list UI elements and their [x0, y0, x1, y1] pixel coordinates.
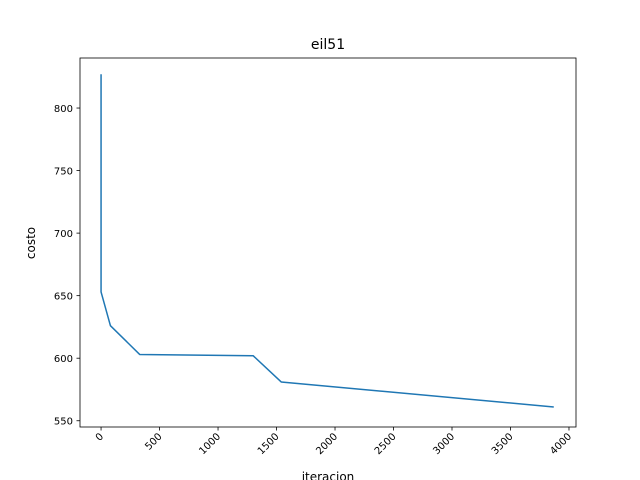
y-tick-label: 600: [54, 354, 73, 365]
y-axis: 550 600 650 700 750 800: [54, 104, 80, 428]
x-axis-label: iteracion: [302, 470, 355, 480]
x-tick-label: 2500: [373, 431, 399, 457]
x-tick-label: 3500: [490, 431, 516, 457]
x-tick-label: 2000: [314, 431, 340, 457]
y-tick-label: 750: [54, 167, 73, 178]
x-tick-label: 1000: [197, 431, 223, 457]
x-tick-label: 4000: [548, 431, 574, 457]
plot-frame: [79, 57, 577, 428]
x-axis: 0 500 1000 1500 2000 2500 3000 3500 4000: [94, 427, 574, 457]
x-tick-label: 0: [94, 431, 106, 443]
y-tick-label: 550: [54, 417, 73, 428]
x-tick-label: 1500: [256, 431, 282, 457]
plot-area: [100, 74, 554, 408]
chart-title: eil51: [311, 37, 345, 53]
y-tick-label: 700: [54, 229, 73, 240]
y-tick-label: 650: [54, 292, 73, 303]
y-tick-label: 800: [54, 104, 73, 115]
x-tick-label: 3000: [431, 431, 457, 457]
y-axis-label: costo: [24, 227, 38, 259]
x-tick-label: 500: [143, 431, 164, 452]
series-line-0: [100, 74, 554, 408]
